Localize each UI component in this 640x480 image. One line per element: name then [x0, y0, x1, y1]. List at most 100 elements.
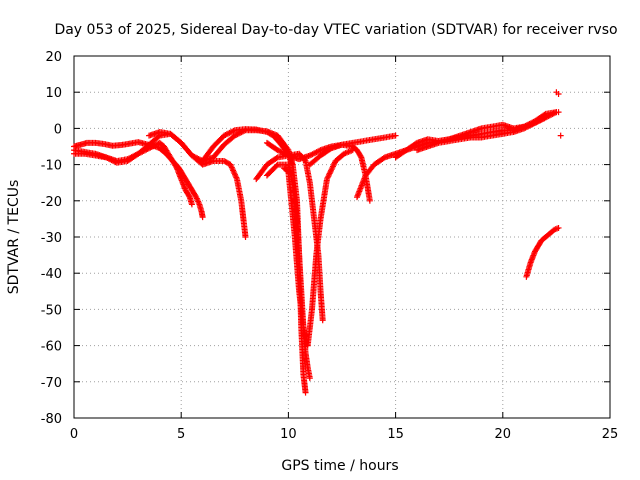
data-point-arc-13: [530, 120, 537, 127]
data-point-arc-4: [194, 155, 201, 162]
data-point-arc-9: [310, 150, 317, 157]
data-point-arc-3: [107, 156, 114, 163]
data-point-spikes: [555, 91, 562, 98]
data-point-arc-13: [533, 119, 540, 126]
data-point-arc-9: [277, 148, 284, 155]
data-point-arc-13: [540, 115, 546, 122]
data-point-arc-6: [288, 160, 295, 167]
y-tick-label: -70: [41, 376, 62, 391]
data-point-arc-13: [521, 125, 528, 132]
data-point-arc-9: [284, 151, 291, 158]
data-point-arc-8: [325, 173, 332, 180]
data-point-arc-8: [327, 167, 334, 174]
data-point-arc-9: [274, 147, 281, 154]
data-point-arc-6: [221, 132, 228, 139]
y-tick-label: -80: [41, 412, 62, 427]
data-point-arc-4: [237, 129, 244, 136]
data-point-arc-5: [306, 375, 313, 382]
data-point-arc-13: [541, 115, 548, 122]
data-point-arc-13: [531, 119, 538, 126]
data-point-arc-13: [527, 122, 534, 129]
data-point-arc-9: [280, 149, 287, 156]
data-point-arc-6: [226, 129, 233, 136]
data-point-arc-9: [313, 149, 320, 156]
data-point-arc-1: [192, 192, 199, 199]
y-tick-label: -60: [41, 340, 62, 355]
data-point-arc-2: [173, 163, 180, 170]
data-point-arc-13: [534, 118, 541, 125]
data-point-arc-13: [535, 117, 542, 124]
x-tick-label: 25: [602, 427, 619, 442]
data-point-arc-3: [108, 157, 115, 164]
data-point-arc-7: [319, 317, 326, 324]
data-point-arc-13: [542, 114, 549, 121]
data-point-arc-9: [308, 151, 315, 158]
data-point-arc-9: [309, 151, 316, 158]
x-tick-label: 10: [280, 427, 297, 442]
data-point-spikes: [557, 132, 564, 139]
grid: [74, 56, 610, 418]
data-point-arc-13: [529, 121, 536, 128]
data-point-arc-4: [302, 389, 309, 396]
data-point-arc-12: [549, 111, 556, 118]
data-point-arc-12: [545, 113, 552, 120]
x-axis-label: GPS time / hours: [281, 458, 398, 474]
x-tick-label: 15: [387, 427, 404, 442]
data-point-arc-6: [230, 127, 237, 134]
data-point-arc-8: [329, 163, 336, 170]
data-point-arc-6: [229, 128, 236, 135]
y-tick-label: 0: [54, 122, 62, 137]
data-point-arc-4: [195, 155, 202, 162]
data-point-arc-8: [328, 166, 335, 173]
y-axis-label: SDTVAR / TECUs: [6, 180, 22, 295]
data-point-arc-12: [546, 112, 553, 119]
data-point-arc-9: [276, 147, 283, 154]
data-point-arc-13: [537, 117, 544, 124]
x-tick-label: 20: [495, 427, 512, 442]
data-point-arc-4: [188, 152, 195, 159]
data-point-arc-8: [330, 162, 337, 169]
y-tick-label: 10: [45, 86, 62, 101]
data-point-arc-8: [327, 169, 334, 176]
y-tick-label: -50: [41, 303, 62, 318]
x-tick-label: 5: [177, 427, 185, 442]
data-point-arc-3: [111, 158, 118, 165]
data-point-arc-8: [326, 170, 333, 177]
y-tick-label: 20: [45, 50, 62, 65]
y-tick-label: -40: [41, 267, 62, 282]
data-point-spikes: [555, 109, 562, 116]
data-point-arc-2: [188, 201, 195, 208]
data-point-arc-2: [152, 141, 159, 148]
data-point-arc-12: [550, 110, 557, 117]
data-point-arc-3: [105, 155, 112, 162]
data-point-arc-9: [314, 148, 321, 155]
data-point-arc-3: [104, 155, 111, 162]
data-point-arc-9: [392, 132, 399, 139]
data-point-arc-3: [103, 154, 110, 161]
data-point-arc-13: [522, 124, 529, 131]
data-point-arc-8: [324, 174, 331, 181]
data-point-arc-4: [231, 132, 238, 139]
data-point-arc-13: [525, 123, 532, 130]
y-tick-label: -10: [41, 159, 62, 174]
data-point-arc-12: [548, 111, 555, 118]
data-point-arc-9: [282, 151, 289, 158]
data-point-arc-6: [222, 131, 229, 138]
data-point-arc-3: [242, 234, 249, 240]
data-point-arc-4: [191, 153, 198, 160]
data-point-arc-4: [192, 154, 199, 161]
data-point-arc-6: [289, 161, 296, 168]
data-point-arc-1: [199, 214, 206, 221]
data-point-arc-9: [281, 150, 288, 157]
data-point-arc-13: [526, 122, 533, 129]
data-point-arc-9: [316, 147, 323, 154]
data-point-arc-8: [331, 160, 338, 167]
data-point-arc-12: [552, 109, 559, 116]
data-point-arc-6: [223, 131, 230, 138]
data-point-arc-8: [329, 164, 336, 171]
data-point-arc-6: [225, 130, 232, 137]
data-point-arc-5: [273, 162, 280, 169]
data-point-arc-10: [357, 153, 364, 160]
data-point-arc-4: [190, 153, 197, 160]
